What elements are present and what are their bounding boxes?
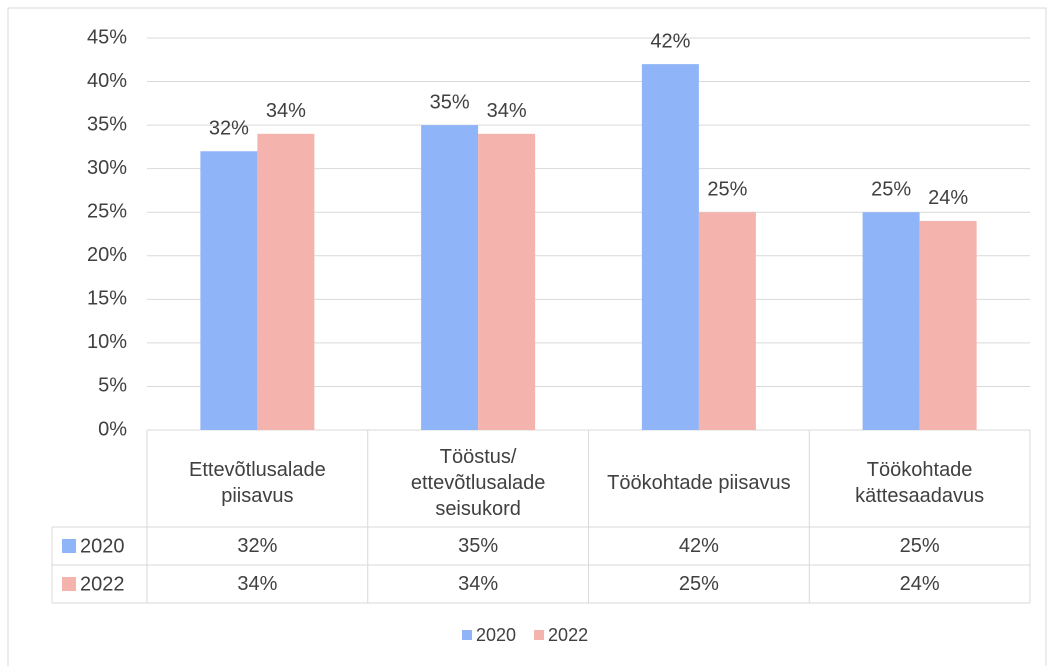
bar <box>919 220 977 430</box>
y-tick-label: 20% <box>87 244 127 266</box>
table-cell: 24% <box>899 573 940 595</box>
data-label: 25% <box>871 179 911 201</box>
y-tick-label: 45% <box>87 26 127 48</box>
y-tick-label: 0% <box>98 418 127 440</box>
x-tick-label: Töökohtade piisavus <box>607 471 791 494</box>
data-label: 34% <box>266 100 306 122</box>
y-tick-label: 30% <box>87 157 127 179</box>
y-tick-label: 40% <box>87 70 127 92</box>
bar <box>257 133 315 431</box>
data-label: 34% <box>487 100 527 122</box>
bar <box>200 151 258 430</box>
table-cell: 34% <box>458 573 499 595</box>
table-legend-key <box>62 577 76 591</box>
table-row-label: 2022 <box>80 573 125 595</box>
table-cell: 32% <box>237 535 278 557</box>
data-label: 42% <box>650 30 690 52</box>
legend-key <box>534 630 545 640</box>
frame <box>7 7 1047 666</box>
y-tick-label: 35% <box>87 113 127 135</box>
legend-label: 2022 <box>548 625 588 645</box>
table-cell: 42% <box>678 535 719 557</box>
y-tick-label: 25% <box>87 201 127 223</box>
y-tick-label: 15% <box>87 288 127 310</box>
legend-label: 2020 <box>476 625 516 645</box>
data-label: 24% <box>928 187 968 209</box>
y-tick-label: 10% <box>87 331 127 353</box>
x-tick-label: Töökohtade kättesaadavus <box>855 458 985 507</box>
x-tick-label: Tööstus/ ettevõtlusalade seisukord <box>410 445 546 520</box>
bar <box>421 125 479 430</box>
data-label: 35% <box>430 91 470 113</box>
bar <box>698 212 756 430</box>
legend-key <box>462 630 472 640</box>
table-cell: 25% <box>899 535 940 557</box>
y-tick-label: 5% <box>98 375 127 397</box>
data-label: 25% <box>707 179 747 201</box>
bar <box>862 212 920 430</box>
data-label: 32% <box>209 118 249 140</box>
table-legend-key <box>62 539 76 553</box>
table-cell: 25% <box>678 573 719 595</box>
bar <box>641 64 699 430</box>
x-tick-label: Ettevõtlusalade piisavus <box>188 458 326 507</box>
bar <box>478 133 536 431</box>
table-cell: 35% <box>458 535 499 557</box>
table-cell: 34% <box>237 573 278 595</box>
table-row-label: 2020 <box>80 535 125 557</box>
